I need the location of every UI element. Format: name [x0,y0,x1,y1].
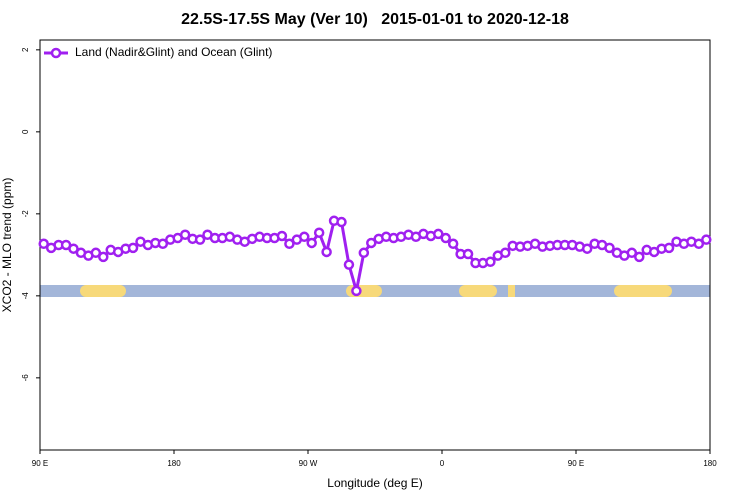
legend: Land (Nadir&Glint) and Ocean (Glint) [44,45,272,59]
data-point [276,230,288,242]
data-point [127,242,139,254]
data-point [366,237,377,249]
land-band [459,285,497,297]
legend-label: Land (Nadir&Glint) and Ocean (Glint) [75,45,272,59]
x-tick-label: 180 [167,459,181,468]
data-point [68,243,79,254]
data-point [485,256,496,268]
series-line [42,219,708,292]
data-point [447,238,459,250]
data-point [626,247,638,259]
data-point [336,216,347,228]
x-tick-label: 180 [703,459,717,468]
x-axis-label: Longitude (deg E) [327,476,422,490]
y-axis-label: XCO2 - MLO trend (ppm) [0,178,14,313]
y-tick-label: 0 [21,129,30,134]
data-point [581,243,593,254]
data-point [634,251,645,263]
data-point [693,238,705,250]
data-point [358,247,370,259]
data-point [433,228,444,240]
chart-title: 22.5S-17.5S May (Ver 10) 2015-01-01 to 2… [181,11,569,28]
data-point [440,232,451,244]
data-point [663,242,675,254]
data-point [157,238,169,250]
data-point [306,237,317,249]
y-tick-label: -2 [21,210,30,218]
data-point [284,238,295,250]
legend-marker [50,47,62,59]
data-point [321,246,332,258]
y-tick-label: 2 [21,47,30,52]
x-tick-label: 0 [440,459,445,468]
y-tick-label: -6 [21,374,30,382]
x-tick-label: 90 E [32,459,48,468]
data-point [604,242,615,254]
data-point [351,285,362,297]
data-point [194,234,206,245]
data-point [179,229,191,240]
land-ocean-strip [40,285,710,297]
land-band [508,285,515,297]
data-point [701,234,712,245]
data-point [90,247,102,259]
data-point [98,251,109,263]
x-tick-label: 90 W [299,459,318,468]
data-point [299,231,310,243]
data-point [500,247,511,259]
data-point [462,248,474,260]
data-point [38,238,49,250]
land-band [614,285,672,297]
data-point [343,259,355,270]
data-point [313,227,325,238]
y-tick-label: -4 [21,292,30,300]
x-tick-label: 90 E [568,459,584,468]
land-band [80,285,126,297]
